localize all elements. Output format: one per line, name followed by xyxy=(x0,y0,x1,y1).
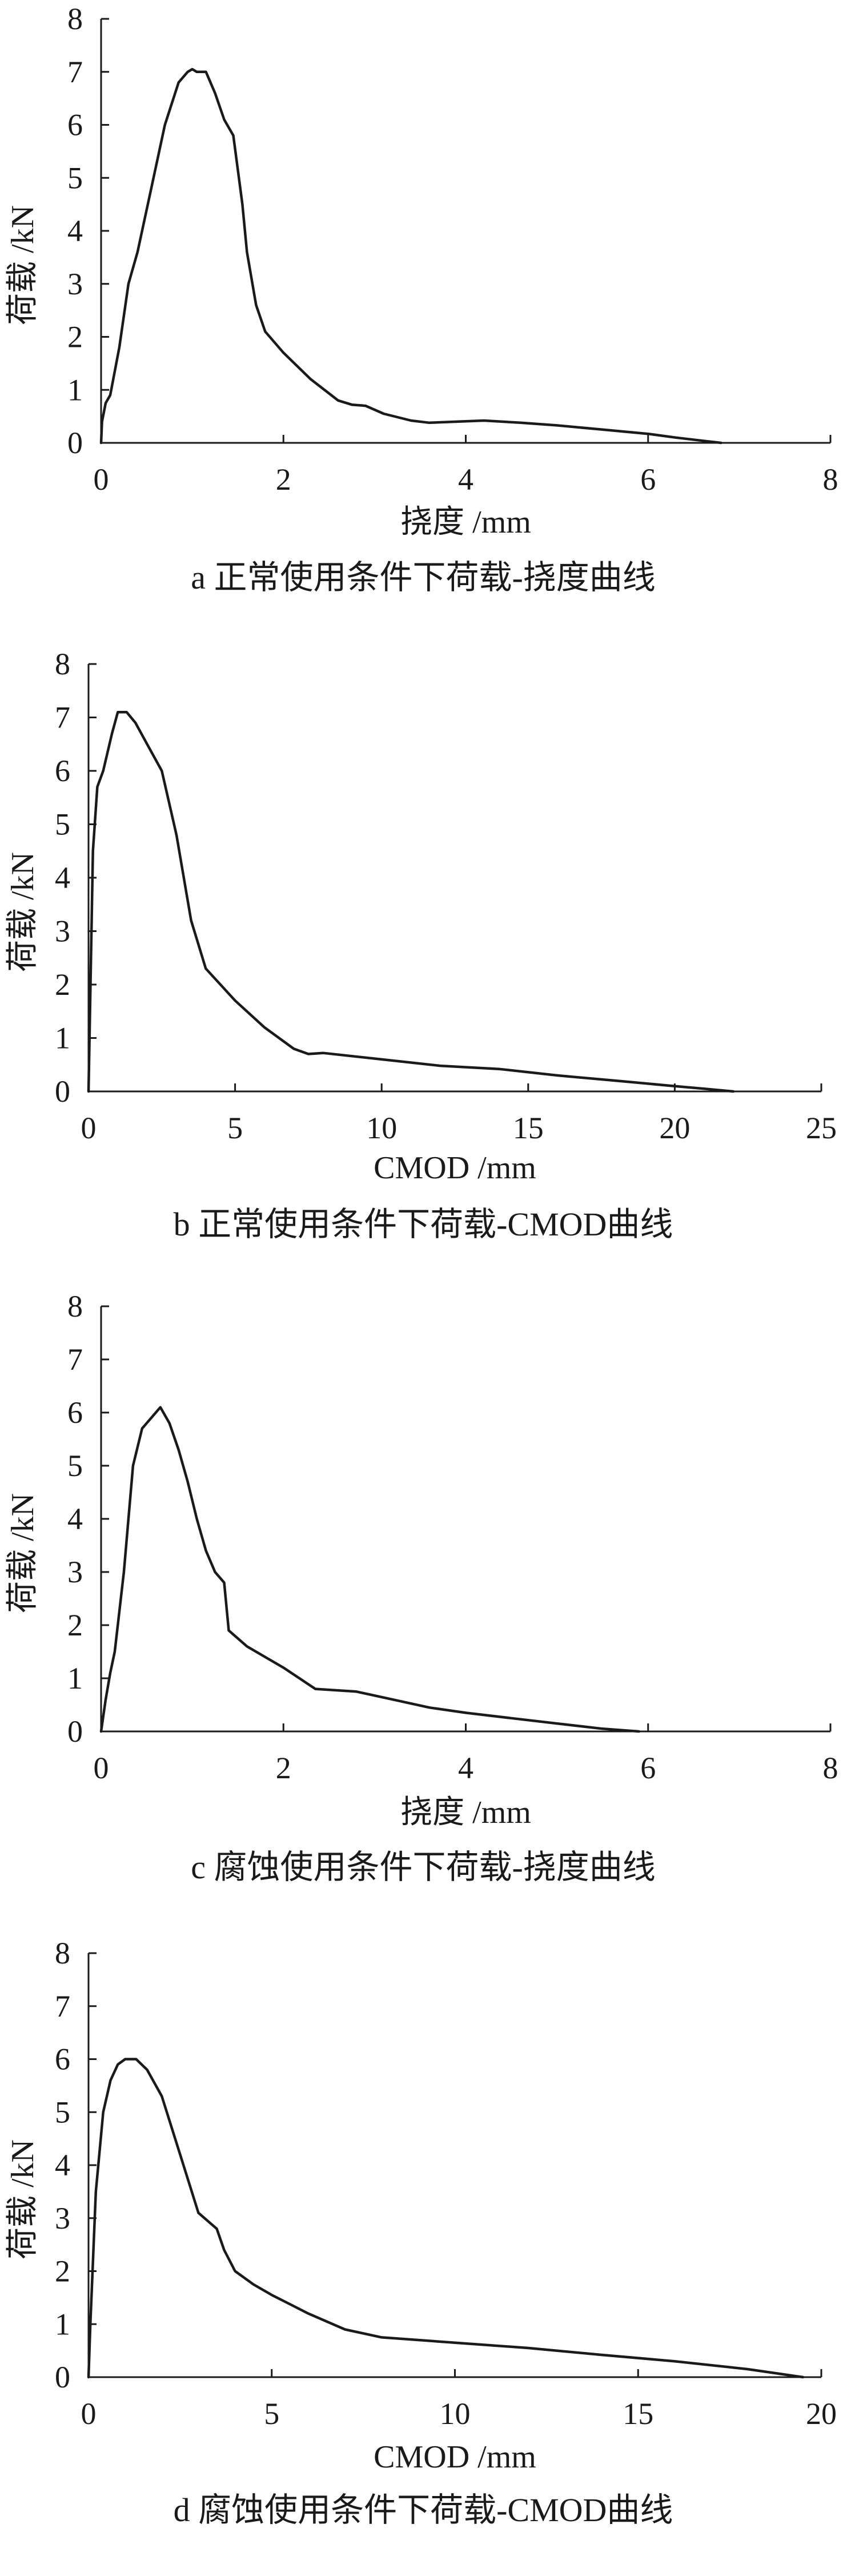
y-tick-label: 0 xyxy=(67,426,83,460)
y-axis-label: 荷载 /kN xyxy=(5,205,41,325)
x-tick-label: 20 xyxy=(659,1111,690,1145)
y-tick-label: 7 xyxy=(67,1342,83,1377)
y-axis-label: 荷载 /kN xyxy=(5,2139,41,2259)
y-tick-label: 0 xyxy=(55,1074,70,1109)
x-tick-label: 20 xyxy=(806,2397,837,2431)
x-tick-label: 0 xyxy=(81,2397,97,2431)
series-line xyxy=(87,2058,805,2379)
x-tick-label: 5 xyxy=(227,1111,243,1145)
x-tick-label: 6 xyxy=(640,462,656,497)
x-axis-label: 挠度 /mm xyxy=(400,505,531,540)
y-tick-label: 4 xyxy=(67,1502,83,1536)
series-line xyxy=(87,710,735,1093)
x-tick-label: 0 xyxy=(94,1751,109,1785)
series-line xyxy=(99,1406,641,1733)
y-tick-label: 4 xyxy=(55,861,70,895)
chart-panel-a: 0 1 2 3 4 5 6 7 8 0 2 4 6 8 挠度 /mm 荷载 /kN a 正常使用条件下荷载-挠度… xyxy=(5,2,838,596)
x-tick-label: 4 xyxy=(458,462,473,497)
y-tick-label: 4 xyxy=(67,214,83,248)
y-tick-label: 2 xyxy=(55,2254,70,2289)
chart-panel-b: 0 1 2 3 4 5 6 7 8 0 5 10 15 20 25 CMOD /mm 荷载 /kN b 正常使用条… xyxy=(5,647,837,1243)
x-tick-label: 25 xyxy=(806,1111,837,1145)
y-tick-label: 8 xyxy=(55,1936,70,1970)
y-tick-label: 6 xyxy=(55,2042,70,2077)
x-tick-label: 0 xyxy=(94,462,109,497)
y-tick-label: 3 xyxy=(55,914,70,949)
x-tick-label: 4 xyxy=(458,1751,473,1785)
x-tick-label: 8 xyxy=(823,462,838,497)
x-tick-label: 10 xyxy=(440,2397,471,2431)
x-tick-label: 15 xyxy=(513,1111,544,1145)
x-axis-label: CMOD /mm xyxy=(374,2439,536,2475)
y-tick-label: 1 xyxy=(55,1021,70,1055)
y-tick-label: 5 xyxy=(55,807,70,842)
y-tick-label: 1 xyxy=(55,2307,70,2341)
x-tick-label: 2 xyxy=(276,1751,291,1785)
y-tick-label: 1 xyxy=(67,373,83,407)
x-tick-label: 5 xyxy=(264,2397,279,2431)
y-tick-label: 2 xyxy=(67,1608,83,1642)
x-tick-label: 2 xyxy=(276,462,291,497)
y-tick-label: 2 xyxy=(55,967,70,1002)
y-tick-label: 7 xyxy=(55,701,70,735)
y-tick-label: 5 xyxy=(67,1449,83,1483)
x-axis-label: CMOD /mm xyxy=(374,1150,536,1186)
y-tick-label: 6 xyxy=(67,108,83,142)
figure-caption: c 腐蚀使用条件下荷载-挠度曲线 xyxy=(191,1849,656,1886)
figure-caption: a 正常使用条件下荷载-挠度曲线 xyxy=(191,559,656,596)
y-tick-label: 3 xyxy=(55,2201,70,2235)
figure-caption: b 正常使用条件下荷载-CMOD曲线 xyxy=(174,1206,673,1243)
x-tick-label: 10 xyxy=(366,1111,397,1145)
y-tick-label: 5 xyxy=(55,2095,70,2129)
y-tick-label: 0 xyxy=(67,1714,83,1749)
x-tick-label: 0 xyxy=(81,1111,97,1145)
y-tick-label: 3 xyxy=(67,267,83,301)
y-tick-label: 6 xyxy=(55,754,70,788)
y-tick-label: 2 xyxy=(67,320,83,354)
y-tick-label: 7 xyxy=(55,1989,70,2023)
figure-caption: d 腐蚀使用条件下荷载-CMOD曲线 xyxy=(174,2491,673,2529)
x-tick-label: 15 xyxy=(623,2397,653,2431)
y-tick-label: 8 xyxy=(67,2,83,36)
y-tick-label: 8 xyxy=(67,1289,83,1323)
x-axis-label: 挠度 /mm xyxy=(400,1795,531,1830)
y-tick-label: 5 xyxy=(67,161,83,195)
y-tick-label: 4 xyxy=(55,2148,70,2182)
series-line xyxy=(99,67,722,445)
chart-panel-c: 0 1 2 3 4 5 6 7 8 0 2 4 6 8 挠度 /mm 荷载 /kN c 腐蚀使用条件下荷载-挠度… xyxy=(5,1289,838,1886)
y-tick-label: 3 xyxy=(67,1555,83,1589)
x-tick-label: 8 xyxy=(823,1751,838,1785)
chart-panel-d: 0 1 2 3 4 5 6 7 8 0 5 10 15 20 CMOD /mm 荷载 /kN d 腐蚀使用条件下… xyxy=(5,1936,837,2529)
y-tick-label: 1 xyxy=(67,1661,83,1695)
y-axis-label: 荷载 /kN xyxy=(5,852,41,972)
y-tick-label: 0 xyxy=(55,2360,70,2394)
y-tick-label: 7 xyxy=(67,55,83,89)
y-tick-label: 8 xyxy=(55,647,70,681)
y-axis-label: 荷载 /kN xyxy=(5,1493,41,1613)
x-tick-label: 6 xyxy=(640,1751,656,1785)
y-tick-label: 6 xyxy=(67,1395,83,1430)
